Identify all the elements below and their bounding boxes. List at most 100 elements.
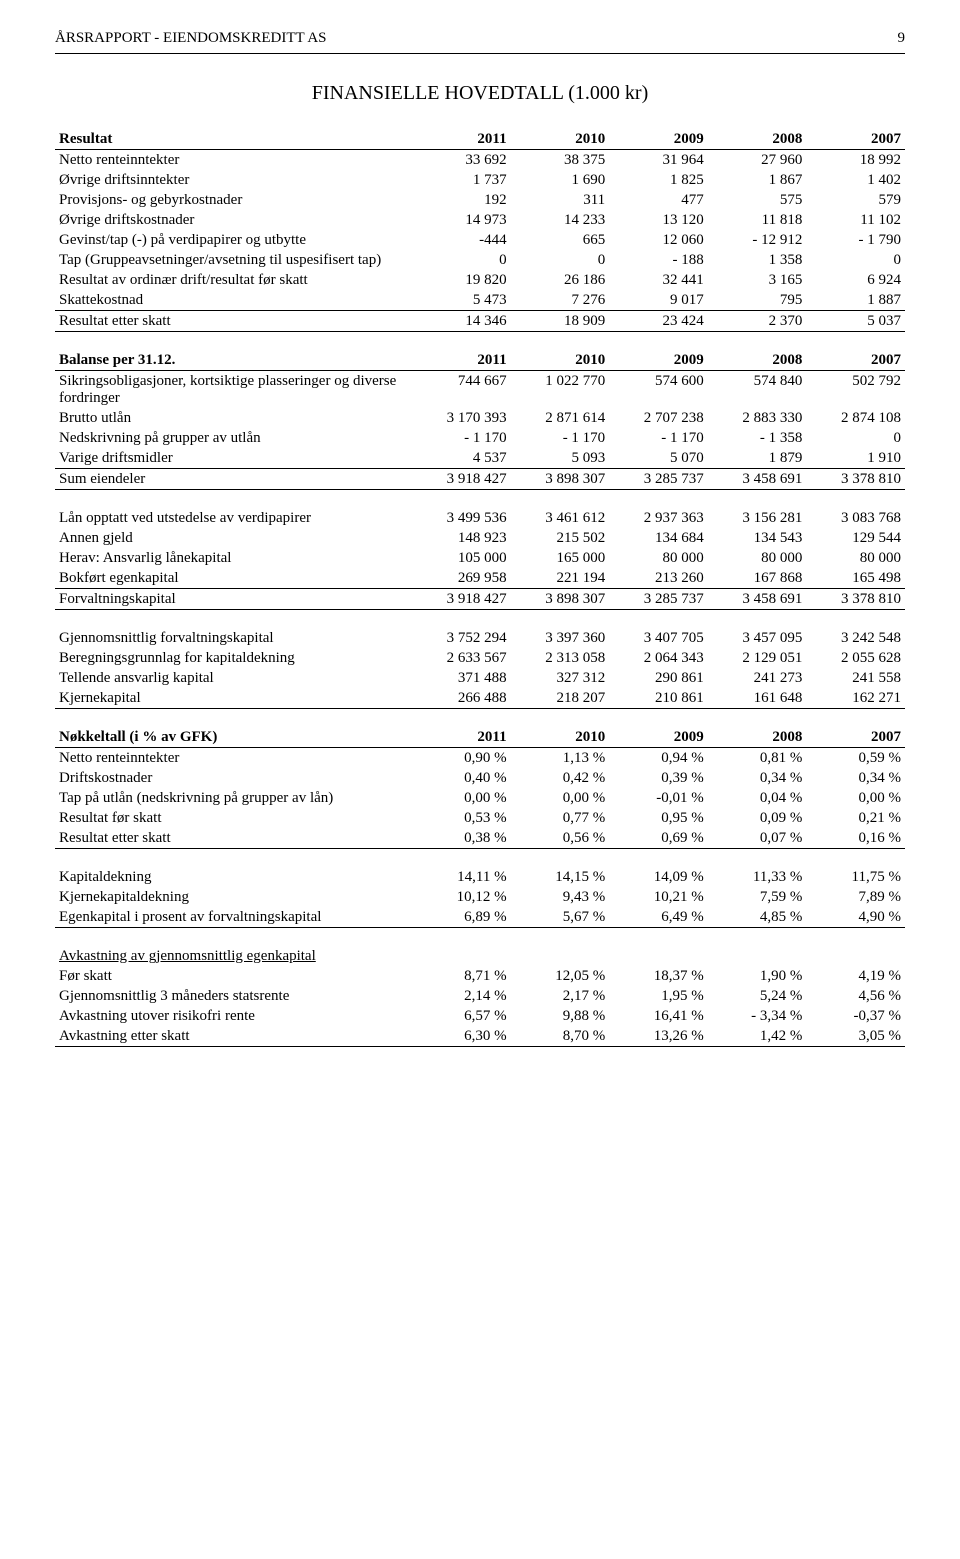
cell-value: 1 887	[806, 290, 905, 311]
cell-value: 4,90 %	[806, 907, 905, 928]
row-label: Resultat etter skatt	[55, 311, 412, 332]
cell-value: - 1 170	[412, 428, 511, 448]
cell-value: 13 120	[609, 210, 708, 230]
cell-value: 14 233	[511, 210, 610, 230]
cell-value: 11 818	[708, 210, 807, 230]
cell-value: 1,95 %	[609, 986, 708, 1006]
cell-value: 8,71 %	[412, 966, 511, 986]
cell-value: 2,17 %	[511, 986, 610, 1006]
cell-value: 2 707 238	[609, 408, 708, 428]
row-label: Resultat av ordinær drift/resultat før s…	[55, 270, 412, 290]
cell-value: 2 874 108	[806, 408, 905, 428]
year-col: 2007	[806, 129, 905, 150]
table-row: Beregningsgrunnlag for kapitaldekning2 6…	[55, 648, 905, 668]
row-label: Driftskostnader	[55, 768, 412, 788]
cell-value: 9 017	[609, 290, 708, 311]
row-label: Provisjons- og gebyrkostnader	[55, 190, 412, 210]
row-label: Resultat før skatt	[55, 808, 412, 828]
running-header: ÅRSRAPPORT - EIENDOMSKREDITT AS 9	[55, 30, 905, 47]
cell-value: 8,70 %	[511, 1026, 610, 1047]
year-col: 2010	[511, 129, 610, 150]
table-row: Gjennomsnittlig forvaltningskapital3 752…	[55, 628, 905, 648]
table-row: Resultat av ordinær drift/resultat før s…	[55, 270, 905, 290]
cell-value: 311	[511, 190, 610, 210]
cell-value: 1 690	[511, 170, 610, 190]
cell-value: 3 083 768	[806, 508, 905, 528]
cell-value: 6 924	[806, 270, 905, 290]
table-row: Sum eiendeler3 918 4273 898 3073 285 737…	[55, 469, 905, 490]
cell-empty	[708, 946, 807, 966]
cell-value: 4 537	[412, 448, 511, 469]
year-col: 2007	[806, 350, 905, 371]
cell-empty	[412, 946, 511, 966]
table-row: Avkastning av gjennomsnittlig egenkapita…	[55, 946, 905, 966]
cell-value: 38 375	[511, 150, 610, 171]
cell-value: 12 060	[609, 230, 708, 250]
cell-value: 210 861	[609, 688, 708, 709]
cell-value: 31 964	[609, 150, 708, 171]
cell-value: 3 285 737	[609, 469, 708, 490]
row-label: Tellende ansvarlig kapital	[55, 668, 412, 688]
cell-value: 80 000	[806, 548, 905, 568]
cell-value: 1 879	[708, 448, 807, 469]
table-row: Resultat etter skatt14 34618 90923 4242 …	[55, 311, 905, 332]
row-label: Herav: Ansvarlig lånekapital	[55, 548, 412, 568]
cell-value: 13,26 %	[609, 1026, 708, 1047]
cell-value: 574 840	[708, 371, 807, 409]
cell-value: 1 022 770	[511, 371, 610, 409]
cell-value: 0	[806, 428, 905, 448]
cell-value: 2,14 %	[412, 986, 511, 1006]
year-col: 2011	[412, 350, 511, 371]
cell-value: 3 898 307	[511, 469, 610, 490]
cell-value: 0,56 %	[511, 828, 610, 849]
row-label: Tap på utlån (nedskrivning på grupper av…	[55, 788, 412, 808]
row-label: Varige driftsmidler	[55, 448, 412, 469]
cell-value: 0,90 %	[412, 748, 511, 769]
cell-value: 6,89 %	[412, 907, 511, 928]
cell-value: 1,13 %	[511, 748, 610, 769]
cell-value: 4,19 %	[806, 966, 905, 986]
cell-value: 4,56 %	[806, 986, 905, 1006]
cell-value: 0,34 %	[806, 768, 905, 788]
table-resultat: Resultat 2011 2010 2009 2008 2007 Netto …	[55, 129, 905, 332]
cell-value: 134 684	[609, 528, 708, 548]
table-header-row: Resultat 2011 2010 2009 2008 2007	[55, 129, 905, 150]
cell-value: 0,21 %	[806, 808, 905, 828]
cell-value: 2 871 614	[511, 408, 610, 428]
cell-value: 0,38 %	[412, 828, 511, 849]
row-label: Resultat etter skatt	[55, 828, 412, 849]
cell-value: 167 868	[708, 568, 807, 589]
year-col: 2010	[511, 727, 610, 748]
cell-value: 165 498	[806, 568, 905, 589]
cell-value: 0,34 %	[708, 768, 807, 788]
cell-value: 3 918 427	[412, 589, 511, 610]
table-row: Resultat før skatt0,53 %0,77 %0,95 %0,09…	[55, 808, 905, 828]
table-row: Avkastning utover risikofri rente6,57 %9…	[55, 1006, 905, 1026]
table-row: Øvrige driftsinntekter1 7371 6901 8251 8…	[55, 170, 905, 190]
cell-value: 165 000	[511, 548, 610, 568]
cell-value: 0,00 %	[511, 788, 610, 808]
cell-value: 11,75 %	[806, 867, 905, 887]
header-underline	[55, 53, 905, 54]
cell-value: 574 600	[609, 371, 708, 409]
table-heading: Resultat	[55, 129, 412, 150]
cell-value: - 3,34 %	[708, 1006, 807, 1026]
table-row: Sikringsobligasjoner, kortsiktige plasse…	[55, 371, 905, 409]
row-label: Nedskrivning på grupper av utlån	[55, 428, 412, 448]
cell-value: -444	[412, 230, 511, 250]
table-balanse-block3: Gjennomsnittlig forvaltningskapital3 752…	[55, 628, 905, 709]
cell-value: 0,42 %	[511, 768, 610, 788]
cell-value: 1 910	[806, 448, 905, 469]
table-row: Bokført egenkapital269 958221 194213 260…	[55, 568, 905, 589]
row-label: Skattekostnad	[55, 290, 412, 311]
cell-value: 161 648	[708, 688, 807, 709]
cell-value: 0	[412, 250, 511, 270]
row-label: Gjennomsnittlig forvaltningskapital	[55, 628, 412, 648]
cell-value: 3 461 612	[511, 508, 610, 528]
cell-value: 80 000	[708, 548, 807, 568]
cell-value: 18 992	[806, 150, 905, 171]
cell-value: 3 165	[708, 270, 807, 290]
cell-empty	[806, 946, 905, 966]
row-label: Beregningsgrunnlag for kapitaldekning	[55, 648, 412, 668]
cell-value: 14,11 %	[412, 867, 511, 887]
